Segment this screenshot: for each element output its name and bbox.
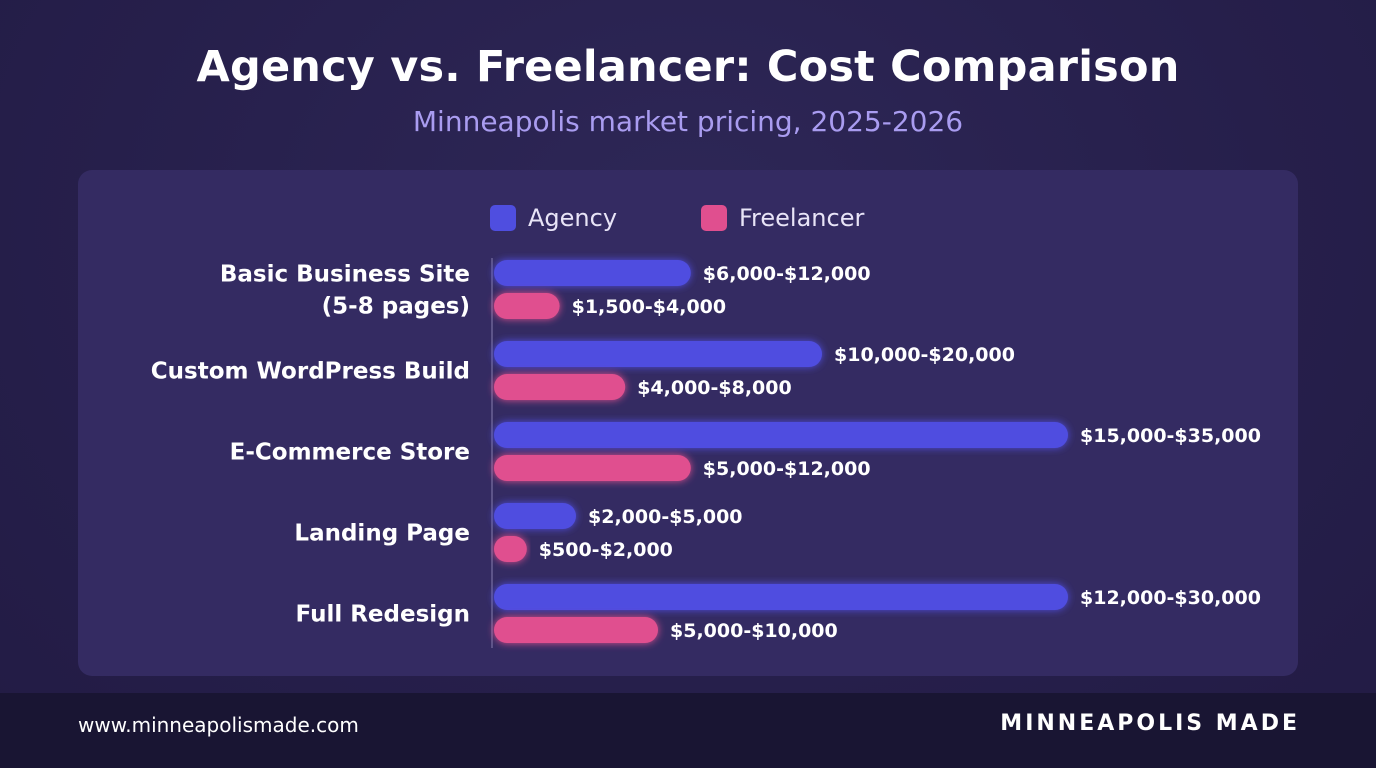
data-label-freelancer: $4,000-$8,000 [637, 377, 792, 399]
bar-agency [494, 584, 1068, 610]
bar-freelancer [494, 455, 691, 481]
data-label-freelancer: $5,000-$10,000 [670, 620, 838, 642]
category-label-line: (5-8 pages) [322, 294, 470, 320]
category-label: Basic Business Site (5-8 pages) [220, 262, 470, 320]
bar-agency [494, 341, 822, 367]
category-label-line: E-Commerce Store [230, 440, 470, 466]
legend-item-agency: Agency [490, 203, 617, 233]
category-label-line: Landing Page [294, 521, 470, 547]
data-label-agency: $15,000-$35,000 [1080, 425, 1261, 447]
chart-legend: Agency Freelancer [0, 203, 1376, 233]
data-label-freelancer: $5,000-$12,000 [703, 458, 871, 480]
bar-agency [494, 260, 691, 286]
legend-swatch-freelancer [701, 205, 727, 231]
bar-freelancer [494, 617, 658, 643]
legend-label-freelancer: Freelancer [739, 204, 865, 232]
data-label-agency: $2,000-$5,000 [588, 506, 743, 528]
footer: www.minneapolismade.com MINNEAPOLIS MADE [0, 693, 1376, 768]
data-label-agency: $12,000-$30,000 [1080, 587, 1261, 609]
footer-brand: MINNEAPOLIS MADE [1000, 711, 1300, 736]
bar-freelancer [494, 374, 626, 400]
legend-label-agency: Agency [528, 204, 618, 232]
footer-url[interactable]: www.minneapolismade.com [78, 713, 359, 737]
bar-agency [494, 422, 1068, 448]
category-label: Full Redesign [296, 602, 471, 628]
category-label-line: Custom WordPress Build [151, 359, 470, 385]
bar-freelancer [494, 293, 560, 319]
page-subtitle: Minneapolis market pricing, 2025-2026 [412, 105, 964, 138]
legend-item-freelancer: Freelancer [701, 203, 864, 233]
data-label-agency: $10,000-$20,000 [834, 344, 1015, 366]
data-label-freelancer: $500-$2,000 [539, 539, 673, 561]
category-label-line: Basic Business Site [220, 262, 470, 288]
data-label-agency: $6,000-$12,000 [703, 263, 871, 285]
category-label: Custom WordPress Build [151, 359, 470, 385]
category-label: E-Commerce Store [230, 440, 470, 466]
bar-agency [494, 503, 576, 529]
category-label-line: Full Redesign [296, 602, 471, 628]
legend-swatch-agency [490, 205, 516, 231]
category-label: Landing Page [294, 521, 470, 547]
page-title: Agency vs. Freelancer: Cost Comparison [196, 42, 1180, 92]
bar-freelancer [494, 536, 527, 562]
data-label-freelancer: $1,500-$4,000 [572, 296, 727, 318]
